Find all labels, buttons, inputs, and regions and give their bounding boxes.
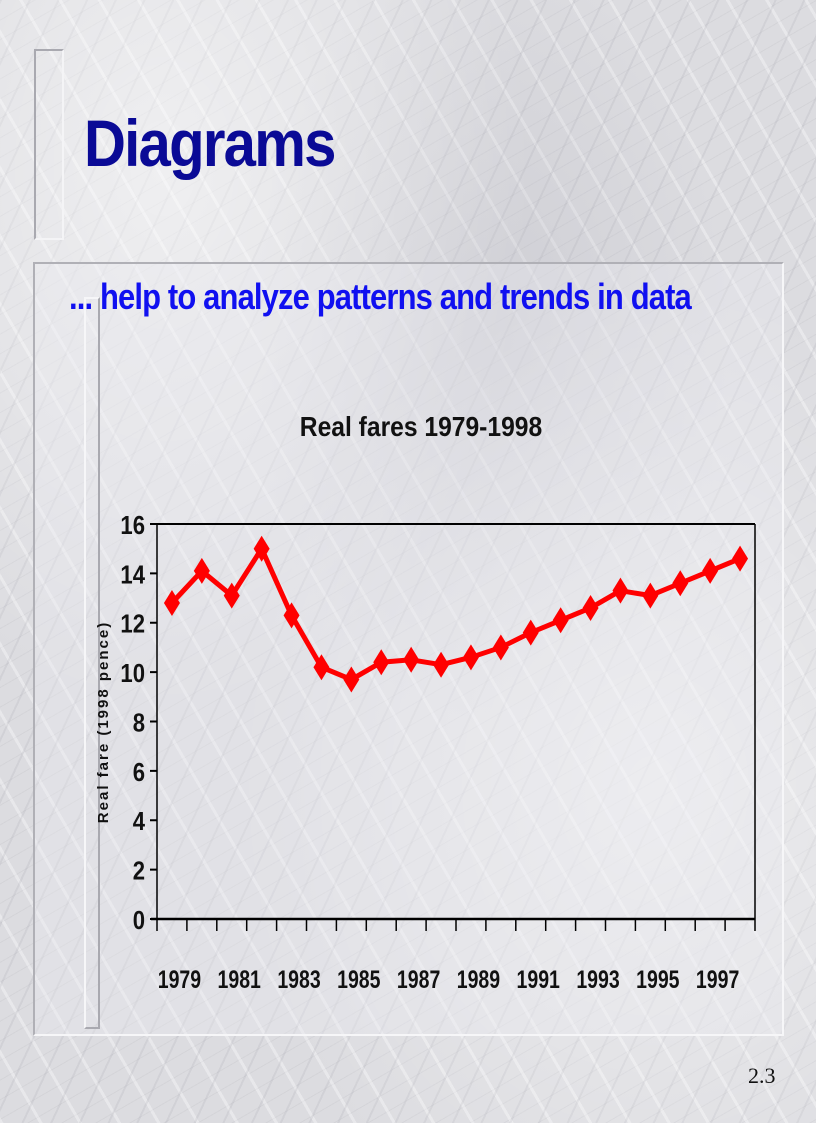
page-number: 2.3 [748,1063,776,1088]
diamond-marker-icon [732,545,749,572]
slide-title: Diagrams [84,106,336,180]
x-tick-label: 1987 [397,966,440,994]
diamond-marker-icon [612,577,629,604]
chart-series-real-fare [163,535,749,693]
y-tick-label: 8 [133,709,145,738]
diamond-marker-icon [253,535,270,562]
diamond-marker-icon [642,582,659,609]
y-tick-label: 2 [133,857,145,886]
x-tick-label: 1979 [158,966,201,994]
y-tick-label: 12 [120,610,145,639]
diamond-marker-icon [403,646,420,673]
y-tick-label: 6 [133,758,145,787]
slide-subtitle: ... help to analyze patterns and trends … [69,276,692,317]
x-tick-label: 1985 [337,966,380,994]
diamond-marker-icon [343,666,360,693]
diamond-marker-icon [672,570,689,597]
diamond-marker-icon [223,582,240,609]
x-tick-label: 1993 [576,966,619,994]
diamond-marker-icon [433,651,450,678]
diamond-marker-icon [373,649,390,676]
x-tick-label: 1991 [517,966,560,994]
x-tick-label: 1989 [457,966,500,994]
series-line [170,546,742,683]
diamond-marker-icon [552,607,569,634]
x-tick-label: 1983 [277,966,320,994]
x-tick-label: 1981 [218,966,261,994]
diamond-marker-icon [582,594,599,621]
x-tick-label: 1997 [696,966,739,994]
content-panel [33,262,784,1036]
y-tick-label: 14 [120,561,145,590]
y-tick-label: 0 [133,906,145,935]
x-tick-label: 1995 [636,966,679,994]
diamond-marker-icon [163,590,180,616]
diamond-marker-icon [462,644,479,671]
diamond-marker-icon [492,634,509,661]
chart-title: Real fares 1979-1998 [300,411,542,443]
y-tick-label: 16 [120,511,145,540]
y-tick-label: 10 [120,659,145,688]
diamond-marker-icon [313,654,330,681]
diamond-marker-icon [702,557,719,584]
diamond-marker-icon [193,557,210,584]
y-axis-label: Real fare (1998 pence) [95,621,112,823]
y-tick-label: 4 [133,808,146,837]
title-frame-decoration [34,49,64,240]
diamond-marker-icon [283,602,300,629]
diamond-marker-icon [522,619,539,646]
bullet-frame-decoration [84,297,100,1029]
chart-axes: 0 2 4 6 8 10 12 14 16 1979 1981 1983 1985 1987 1989 199… [120,511,756,994]
